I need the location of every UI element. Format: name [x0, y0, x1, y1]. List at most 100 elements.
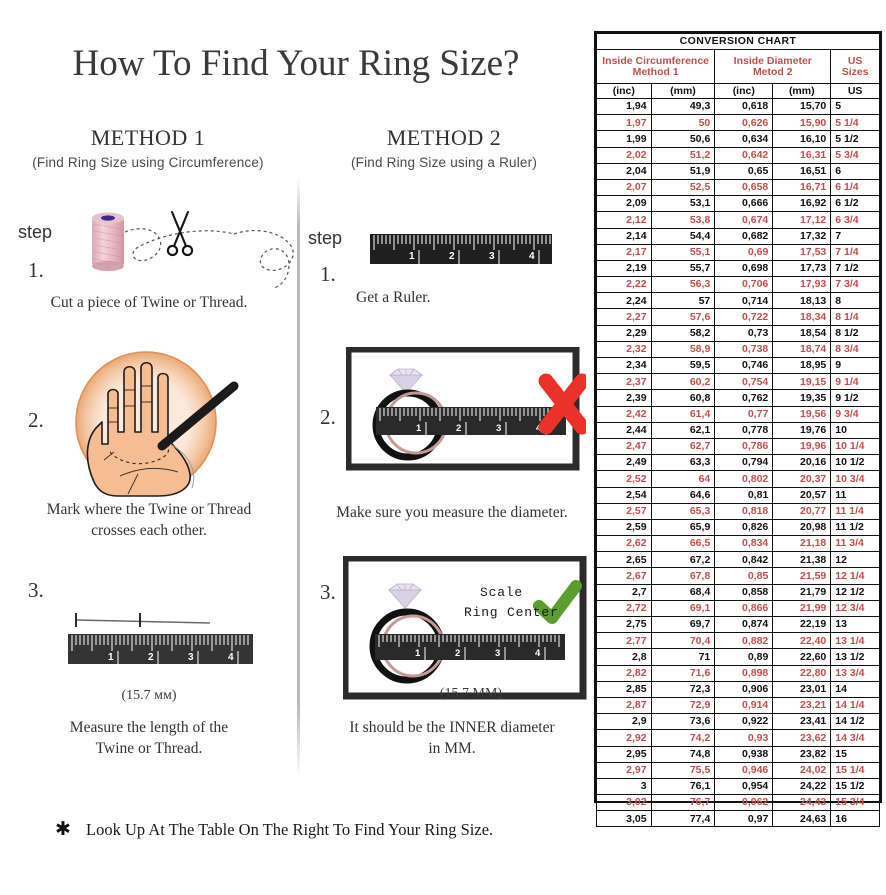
unit-header-us: US [830, 83, 880, 99]
table-cell: 12 [830, 551, 880, 569]
table-cell: 14 3/4 [830, 729, 880, 747]
table-cell: 0,794 [714, 454, 774, 472]
table-row: 2,52 64 0,802 20,37 10 3/4 [596, 470, 880, 488]
table-cell: 2,67 [596, 567, 652, 585]
table-cell: 51,2 [650, 146, 716, 164]
table-row: 2,37 60,2 0,754 19,15 9 1/4 [596, 373, 880, 391]
table-cell: 56,3 [650, 276, 716, 294]
table-row: 2,7 68,4 0,858 21,79 12 1/2 [596, 583, 880, 601]
table-cell: 0,674 [714, 211, 774, 229]
table-row: 2,8 71 0,89 22,60 13 1/2 [596, 648, 880, 666]
table-cell: 15,70 [772, 97, 832, 116]
method-2-step-1-number: 1. [320, 262, 336, 286]
table-cell: 0,73 [714, 324, 774, 342]
page-title: How To Find Your Ring Size? [72, 43, 520, 84]
table-row: 2,39 60,8 0,762 19,35 9 1/2 [596, 389, 880, 407]
table-cell: 0,754 [714, 373, 774, 391]
table-cell: 76,1 [650, 777, 716, 796]
table-cell: 2,07 [596, 178, 652, 197]
table-cell: 2,62 [596, 535, 652, 553]
table-row: 1,99 50,6 0,634 16,10 5 1/2 [596, 130, 880, 148]
table-cell: 2,7 [596, 583, 652, 601]
table-cell: 2,85 [596, 680, 652, 698]
table-cell: 21,38 [772, 551, 832, 569]
table-cell: 24,43 [772, 794, 832, 812]
table-cell: 10 1/2 [830, 454, 880, 472]
table-cell: 0,834 [714, 535, 774, 553]
table-cell: 62,1 [650, 421, 716, 439]
table-cell: 2,95 [596, 745, 652, 763]
table-cell: 49,3 [650, 97, 716, 116]
table-cell: 16,31 [772, 146, 832, 164]
table-cell: 0,858 [714, 583, 774, 601]
svg-text:3: 3 [495, 648, 500, 659]
table-cell: 55,7 [650, 259, 716, 278]
table-cell: 0,746 [714, 356, 774, 375]
table-cell: 8 1/4 [830, 308, 880, 326]
table-cell: 0,85 [714, 567, 774, 585]
table-cell: 17,32 [772, 227, 832, 245]
unit-header-circ-mm: (mm) [650, 83, 716, 99]
method-1-step-2-caption: Mark where the Twine or Thread crosses ea… [46, 501, 252, 539]
table-cell: 14 1/2 [830, 713, 880, 731]
table-cell: 8 3/4 [830, 340, 880, 359]
table-cell: 10 3/4 [830, 470, 880, 488]
table-cell: 2,09 [596, 195, 652, 213]
table-cell: 53,8 [650, 211, 716, 229]
table-cell: 22,40 [772, 632, 832, 650]
table-cell: 23,01 [772, 680, 832, 698]
table-cell: 24,02 [772, 761, 832, 779]
svg-text:2: 2 [148, 652, 154, 663]
table-cell: 21,18 [772, 535, 832, 553]
table-cell: 0,626 [714, 114, 774, 132]
table-cell: 9 1/2 [830, 389, 880, 407]
table-cell: 12 3/4 [830, 599, 880, 618]
table-cell: 0,77 [714, 405, 774, 423]
table-cell: 2,42 [596, 405, 652, 423]
table-cell: 15 3/4 [830, 794, 880, 812]
table-cell: 0,714 [714, 292, 774, 310]
table-cell: 69,1 [650, 599, 716, 618]
twine-spool-scissors-icon [92, 210, 294, 289]
table-row: 2,14 54,4 0,682 17,32 7 [596, 227, 880, 245]
table-cell: 0,722 [714, 308, 774, 326]
method-2-mm-note: (15.7 MM) [439, 686, 503, 701]
table-cell: 23,21 [772, 696, 832, 715]
table-row: 2,9 73,6 0,922 23,41 14 1/2 [596, 713, 880, 731]
table-cell: 0,954 [714, 777, 774, 796]
table-cell: 58,2 [650, 324, 716, 342]
table-cell: 69,7 [650, 615, 716, 634]
table-cell: 76,7 [650, 794, 716, 812]
table-cell: 6 [830, 162, 880, 180]
table-cell: 2,34 [596, 356, 652, 375]
table-cell: 23,41 [772, 713, 832, 731]
table-cell: 9 [830, 356, 880, 375]
table-cell: 2,39 [596, 389, 652, 407]
table-cell: 18,74 [772, 340, 832, 359]
table-cell: 0,962 [714, 794, 774, 812]
table-cell: 16,92 [772, 195, 832, 213]
group-header-diameter-line2: Metod 2 [752, 65, 793, 78]
table-row: 2,77 70,4 0,882 22,40 13 1/4 [596, 632, 880, 650]
table-row: 2,19 55,7 0,698 17,73 7 1/2 [596, 259, 880, 278]
table-cell: 2,82 [596, 664, 652, 682]
group-header-circumference: Inside Circumference Method 1 [595, 49, 716, 84]
table-cell: 5 1/4 [830, 114, 880, 132]
table-cell: 16,71 [772, 178, 832, 197]
table-row: 2,85 72,3 0,906 23,01 14 [596, 680, 880, 698]
table-row: 2,22 56,3 0,706 17,93 7 3/4 [596, 276, 880, 294]
table-cell: 2,77 [596, 632, 652, 650]
svg-text:2: 2 [456, 423, 461, 434]
svg-text:1: 1 [108, 652, 114, 663]
table-cell: 62,7 [650, 437, 716, 456]
table-row: 2,04 51,9 0,65 16,51 6 [596, 162, 880, 180]
table-row: 2,57 65,3 0,818 20,77 11 1/4 [596, 502, 880, 520]
method-1-column: METHOD 1 (Find Ring Size using Circumfer… [0, 0, 296, 895]
svg-text:4: 4 [529, 251, 535, 262]
table-cell: 0,866 [714, 599, 774, 618]
table-cell: 8 [830, 292, 880, 310]
table-cell: 0,65 [714, 162, 774, 180]
method-1-step-2-number: 2. [28, 408, 44, 432]
table-cell: 0,842 [714, 551, 774, 569]
table-cell: 11 1/2 [830, 518, 880, 537]
